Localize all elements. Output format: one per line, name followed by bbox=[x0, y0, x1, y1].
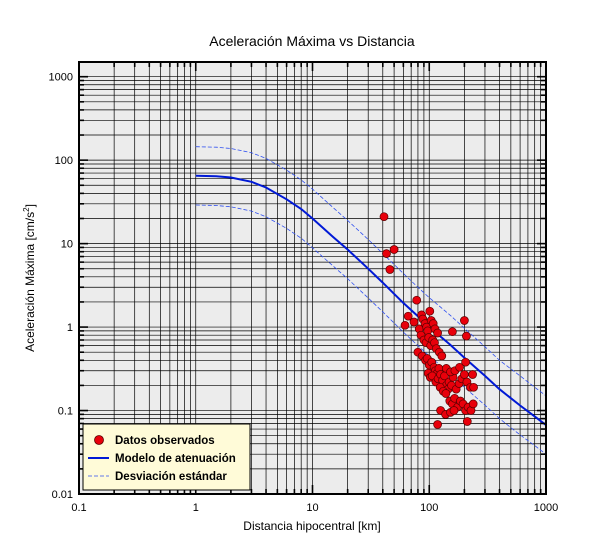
chart-title: Aceleración Máxima vs Distancia bbox=[209, 33, 415, 49]
data-point bbox=[379, 212, 389, 222]
legend-label-model: Modelo de atenuación bbox=[115, 453, 236, 465]
data-point bbox=[468, 399, 478, 409]
x-tick-label: 100 bbox=[420, 502, 438, 514]
y-tick-label: 10 bbox=[61, 239, 73, 251]
deviation-line-upper bbox=[195, 146, 547, 397]
x-tick-labels: 0.1 1 10 100 1000 bbox=[71, 502, 558, 514]
model-line bbox=[195, 174, 547, 426]
data-point bbox=[460, 316, 469, 325]
legend-box bbox=[82, 423, 251, 491]
deviation-line-lower bbox=[195, 204, 547, 455]
data-point bbox=[412, 295, 422, 305]
legend: Datos observados Modelo de atenuación De… bbox=[82, 423, 251, 491]
deviation-lines bbox=[195, 146, 547, 455]
y-axis-label-end: ] bbox=[23, 204, 37, 207]
legend-marker-observed bbox=[94, 435, 104, 445]
data-point bbox=[460, 370, 469, 379]
data-point bbox=[448, 327, 457, 337]
data-point bbox=[469, 382, 478, 392]
data-point bbox=[409, 317, 419, 327]
data-point bbox=[403, 311, 413, 321]
x-tick-label: 1 bbox=[193, 502, 199, 514]
y-tick-labels: 0.01 0.1 1 10 100 1000 bbox=[49, 72, 73, 501]
data-point bbox=[433, 328, 442, 338]
data-point bbox=[468, 370, 477, 379]
data-point bbox=[437, 351, 447, 361]
x-tick-label: 10 bbox=[306, 502, 318, 514]
x-axis-label: Distancia hipocentral [km] bbox=[243, 519, 380, 533]
data-point bbox=[461, 357, 470, 367]
x-tick-label: 0.1 bbox=[71, 502, 86, 514]
data-point bbox=[441, 389, 451, 398]
data-point bbox=[462, 417, 472, 426]
model-curve bbox=[195, 174, 547, 426]
observed-points bbox=[379, 212, 478, 429]
data-point bbox=[400, 320, 410, 330]
y-tick-label: 0.01 bbox=[52, 489, 73, 501]
data-point bbox=[433, 420, 442, 429]
y-axis-label-superscript: 2 bbox=[22, 207, 31, 212]
data-point bbox=[385, 265, 395, 274]
y-axis-label: Aceleración Máxima [cm/s2] bbox=[22, 204, 37, 352]
legend-label-observed: Datos observados bbox=[115, 435, 215, 447]
y-axis-label-text: Aceleración Máxima [cm/s bbox=[23, 212, 37, 352]
y-tick-label: 100 bbox=[55, 155, 73, 167]
y-tick-label: 1000 bbox=[49, 72, 73, 84]
y-tick-label: 1 bbox=[67, 322, 73, 334]
x-tick-label: 1000 bbox=[534, 502, 558, 514]
plot-frame bbox=[78, 61, 547, 495]
legend-label-deviation: Desviación estándar bbox=[115, 471, 227, 483]
data-point bbox=[449, 406, 459, 415]
data-point bbox=[455, 362, 464, 372]
data-point bbox=[389, 245, 399, 254]
data-point bbox=[382, 249, 391, 258]
y-tick-label: 0.1 bbox=[58, 406, 73, 418]
data-point bbox=[462, 331, 471, 341]
data-point bbox=[425, 306, 435, 316]
